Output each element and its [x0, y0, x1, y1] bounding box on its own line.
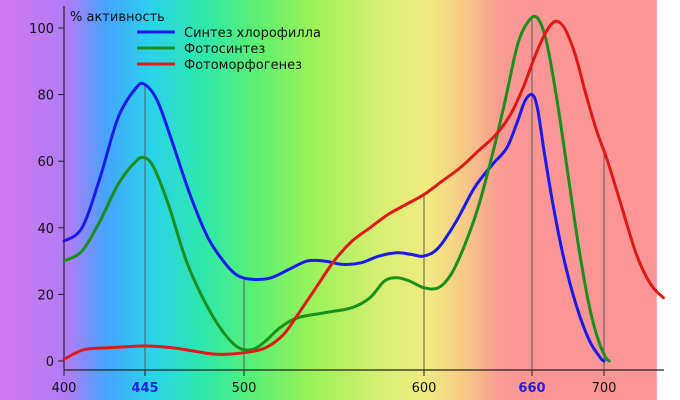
y-axis-label: % активность: [70, 10, 165, 25]
series-lines: [62, 14, 665, 363]
x-tick-label-445: 445: [131, 381, 158, 396]
y-tick-label-80: 80: [37, 89, 54, 104]
y-tick-label-0: 0: [46, 355, 54, 370]
legend-label-2: Фотосинтез: [184, 42, 265, 57]
series-line-1: [62, 81, 606, 363]
y-ticks: 0 20 40 60 80 100: [29, 22, 64, 370]
x-tick-label-500: 500: [232, 381, 257, 396]
series-line-2: [62, 14, 611, 363]
y-tick-label-20: 20: [37, 288, 54, 303]
y-tick-label-40: 40: [37, 222, 54, 237]
x-tick-label-660: 660: [518, 381, 545, 396]
reference-lines: [144, 20, 605, 370]
x-tick-label-700: 700: [592, 381, 617, 396]
legend: Синтез хлорофиллаФотосинтезФотоморфогене…: [137, 26, 321, 73]
legend-label-1: Синтез хлорофилла: [184, 26, 321, 41]
x-tick-label-400: 400: [52, 381, 77, 396]
series-line-3: [62, 19, 665, 361]
x-tick-label-600: 600: [412, 381, 437, 396]
legend-label-3: Фотоморфогенез: [184, 58, 302, 73]
x-ticks: 400 445 500 600 660 700: [52, 370, 617, 396]
y-tick-label-100: 100: [29, 22, 54, 37]
y-tick-label-60: 60: [37, 155, 54, 170]
axes: [63, 6, 664, 371]
